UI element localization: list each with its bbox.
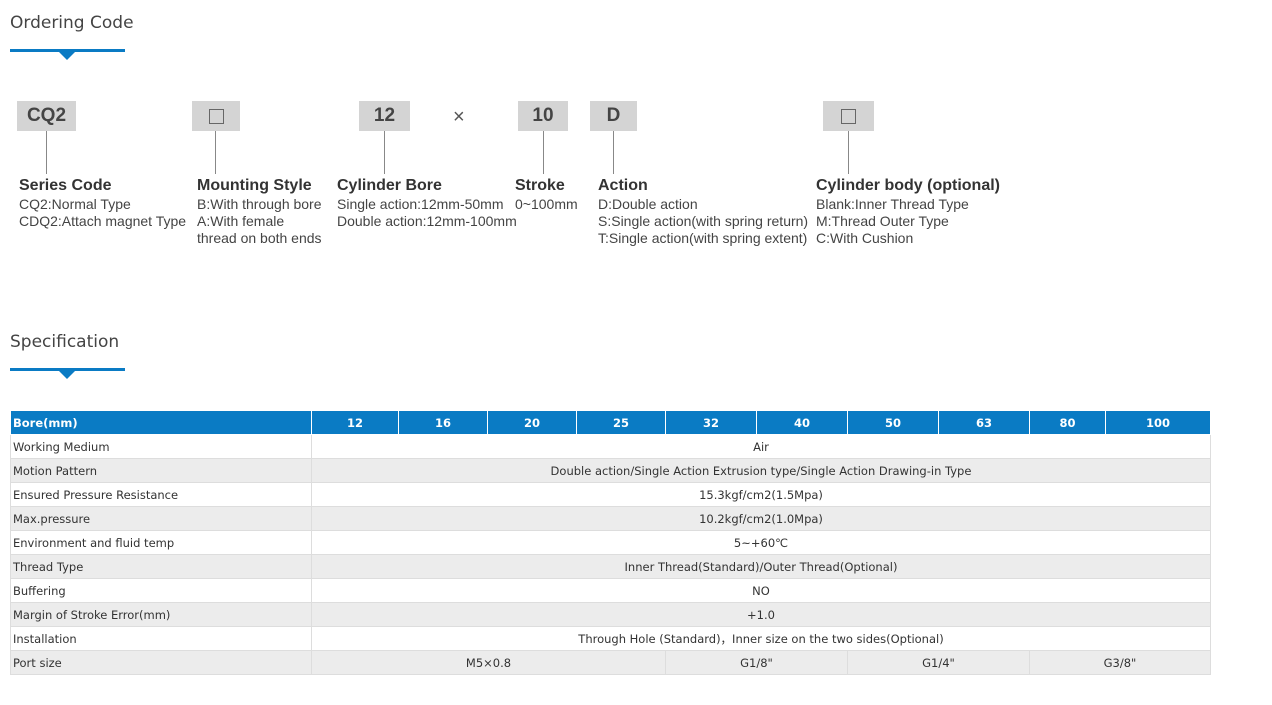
- table-row: Max.pressure 10.2kgf/cm2(1.0Mpa): [10, 506, 1211, 531]
- mounting-style-column: Mounting Style B:With through bore A:Wit…: [197, 176, 322, 247]
- header-cell: 63: [938, 410, 1030, 435]
- title-underline: [10, 368, 125, 371]
- row-value: NO: [311, 578, 1211, 603]
- row-label: Environment and fluid temp: [10, 530, 312, 555]
- specification-title: Specification: [10, 332, 120, 352]
- code-box-bore: 12: [359, 101, 410, 131]
- column-heading: Stroke: [515, 177, 565, 194]
- connector-line: [215, 131, 216, 174]
- code-box-action: D: [590, 101, 637, 131]
- header-cell: 25: [576, 410, 666, 435]
- column-heading: Action: [598, 177, 648, 194]
- code-box-mounting: [192, 101, 240, 131]
- table-row: Buffering NO: [10, 578, 1211, 603]
- header-cell: 32: [665, 410, 757, 435]
- column-line: S:Single action(with spring return): [598, 213, 809, 229]
- table-row: Margin of Stroke Error(mm) +1.0: [10, 602, 1211, 627]
- table-row: Installation Through Hole (Standard)，Inn…: [10, 626, 1211, 651]
- specification-table: Bore(mm) 12 16 20 25 32 40 50 63 80 100 …: [10, 410, 1211, 675]
- connector-line: [543, 131, 544, 174]
- header-cell-bore: Bore(mm): [10, 410, 312, 435]
- port-size-value: M5×0.8: [311, 650, 666, 675]
- row-value: +1.0: [311, 602, 1211, 627]
- column-heading: Cylinder Bore: [337, 177, 442, 194]
- row-value: Inner Thread(Standard)/Outer Thread(Opti…: [311, 554, 1211, 579]
- column-line: Single action:12mm-50mm: [337, 196, 504, 212]
- code-box-stroke: 10: [518, 101, 568, 131]
- port-size-value: G1/4": [847, 650, 1030, 675]
- connector-line: [46, 131, 47, 174]
- row-value: Double action/Single Action Extrusion ty…: [311, 458, 1211, 483]
- code-box-text: D: [606, 105, 621, 126]
- header-cell: 16: [398, 410, 488, 435]
- table-row: Working Medium Air: [10, 434, 1211, 459]
- table-row: Motion Pattern Double action/Single Acti…: [10, 458, 1211, 483]
- table-row-port-size: Port size M5×0.8 G1/8" G1/4" G3/8": [10, 650, 1211, 675]
- column-line: 0~100mm: [515, 196, 578, 212]
- row-value: 15.3kgf/cm2(1.5Mpa): [311, 482, 1211, 507]
- column-line: Double action:12mm-100mm: [337, 213, 517, 229]
- table-row: Environment and fluid temp 5~+60℃: [10, 530, 1211, 555]
- connector-line: [848, 131, 849, 174]
- code-box-text: CQ2: [26, 105, 67, 126]
- header-cell: 100: [1105, 410, 1211, 435]
- header-cell: 40: [756, 410, 848, 435]
- column-line: D:Double action: [598, 196, 698, 212]
- times-symbol: ×: [453, 106, 465, 128]
- column-line: thread on both ends: [197, 230, 322, 246]
- connector-line: [384, 131, 385, 174]
- row-label: Installation: [10, 626, 312, 651]
- port-size-value: G3/8": [1029, 650, 1211, 675]
- column-line: A:With female: [197, 213, 285, 229]
- action-column: Action D:Double action S:Single action(w…: [598, 176, 808, 247]
- title-arrow-icon: [59, 371, 75, 379]
- ordering-code-title: Ordering Code: [10, 13, 134, 33]
- row-label: Buffering: [10, 578, 312, 603]
- column-heading: Series Code: [19, 177, 112, 194]
- row-value: Through Hole (Standard)，Inner size on th…: [311, 626, 1211, 651]
- row-label: Port size: [10, 650, 312, 675]
- row-value: 5~+60℃: [311, 530, 1211, 555]
- stroke-column: Stroke 0~100mm: [515, 176, 578, 213]
- code-box-series: CQ2: [17, 101, 76, 131]
- cylinder-body-column: Cylinder body (optional) Blank:Inner Thr…: [816, 176, 1000, 247]
- header-cell: 20: [487, 410, 577, 435]
- blank-square-icon: [841, 108, 856, 124]
- column-line: CDQ2:Attach magnet Type: [19, 213, 187, 229]
- column-line: T:Single action(with spring extent): [598, 230, 808, 246]
- header-cell: 12: [311, 410, 399, 435]
- header-cell: 80: [1029, 410, 1106, 435]
- title-arrow-icon: [59, 52, 75, 60]
- column-line: M:Thread Outer Type: [816, 213, 949, 229]
- column-line: CQ2:Normal Type: [19, 196, 131, 212]
- table-row: Ensured Pressure Resistance 15.3kgf/cm2(…: [10, 482, 1211, 507]
- title-underline: [10, 49, 125, 52]
- row-value: Air: [311, 434, 1211, 459]
- port-size-value: G1/8": [665, 650, 848, 675]
- code-box-text: 10: [532, 105, 554, 126]
- column-heading: Mounting Style: [197, 177, 312, 194]
- row-label: Margin of Stroke Error(mm): [10, 602, 312, 627]
- column-line: B:With through bore: [197, 196, 322, 212]
- row-value: 10.2kgf/cm2(1.0Mpa): [311, 506, 1211, 531]
- row-label: Max.pressure: [10, 506, 312, 531]
- column-line: C:With Cushion: [816, 230, 914, 246]
- column-heading: Cylinder body (optional): [816, 177, 1000, 194]
- row-label: Motion Pattern: [10, 458, 312, 483]
- row-label: Ensured Pressure Resistance: [10, 482, 312, 507]
- table-row: Thread Type Inner Thread(Standard)/Outer…: [10, 554, 1211, 579]
- code-box-text: 12: [373, 105, 396, 126]
- header-cell: 50: [847, 410, 939, 435]
- series-code-column: Series Code CQ2:Normal Type CDQ2:Attach …: [19, 176, 186, 230]
- column-line: Blank:Inner Thread Type: [816, 196, 969, 212]
- row-label: Thread Type: [10, 554, 312, 579]
- connector-line: [613, 131, 614, 174]
- cylinder-bore-column: Cylinder Bore Single action:12mm-50mm Do…: [337, 176, 517, 230]
- table-header-row: Bore(mm) 12 16 20 25 32 40 50 63 80 100: [10, 410, 1211, 435]
- row-label: Working Medium: [10, 434, 312, 459]
- code-box-body: [823, 101, 874, 131]
- blank-square-icon: [208, 108, 224, 124]
